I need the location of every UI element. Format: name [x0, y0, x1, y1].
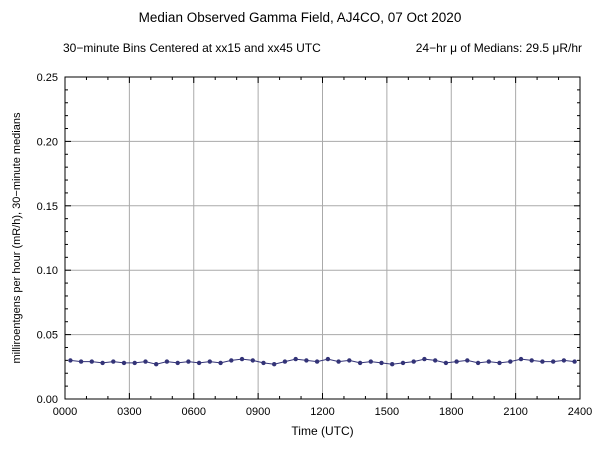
data-point	[529, 358, 534, 363]
data-point	[486, 359, 491, 364]
y-tick-label: 0.10	[37, 265, 58, 277]
data-point	[368, 359, 373, 364]
subtitle-mean: 24−hr μ of Medians: 29.5 μR/hr	[415, 41, 582, 55]
data-point	[218, 360, 223, 366]
data-point	[561, 358, 567, 363]
y-tick-label: 0.00	[37, 394, 58, 406]
data-point	[154, 362, 159, 367]
data-point	[100, 360, 105, 366]
data-point	[272, 362, 277, 367]
data-point	[572, 359, 577, 364]
data-point	[540, 359, 545, 364]
data-point	[433, 358, 438, 363]
data-point	[143, 359, 148, 364]
x-tick-label: 0900	[246, 406, 270, 418]
data-point	[422, 356, 427, 362]
data-point	[132, 360, 137, 366]
data-point	[379, 360, 384, 366]
data-point	[400, 360, 406, 366]
chart-title: Median Observed Gamma Field, AJ4CO, 07 O…	[138, 10, 462, 25]
data-point	[551, 359, 556, 364]
data-point	[78, 359, 84, 364]
y-tick-label: 0.15	[37, 201, 58, 213]
data-point	[89, 359, 95, 364]
y-tick-label: 0.25	[37, 72, 58, 84]
x-tick-label: 0300	[117, 406, 141, 418]
data-point	[304, 358, 309, 363]
data-point	[508, 359, 513, 364]
data-point	[207, 359, 212, 364]
data-point	[282, 359, 288, 364]
y-tick-label: 0.20	[37, 136, 58, 148]
data-point	[250, 358, 255, 363]
y-tick-label: 0.05	[37, 330, 58, 342]
data-point	[175, 360, 180, 366]
data-point	[196, 360, 202, 366]
data-point	[347, 358, 352, 363]
data-point	[229, 358, 234, 363]
data-point	[186, 359, 191, 364]
data-point	[121, 360, 127, 366]
data-point	[164, 359, 170, 364]
data-point	[357, 360, 363, 366]
x-tick-label: 0600	[182, 406, 206, 418]
data-point	[497, 360, 502, 366]
data-point	[443, 360, 449, 366]
data-point	[411, 359, 416, 364]
data-point	[454, 359, 459, 364]
x-tick-label: 2400	[568, 406, 592, 418]
data-point	[518, 356, 524, 362]
data-point	[465, 358, 470, 363]
data-point	[68, 358, 73, 363]
data-point	[261, 360, 266, 366]
data-point	[111, 359, 116, 364]
chart-subtitle: 30−minute Bins Centered at xx15 and xx45…	[63, 41, 582, 55]
data-point	[239, 356, 245, 362]
data-point	[336, 359, 341, 364]
x-tick-label: 0000	[53, 406, 77, 418]
x-tick-label: 1500	[375, 406, 399, 418]
x-tick-label: 1200	[310, 406, 334, 418]
x-tick-label: 2100	[503, 406, 527, 418]
x-axis-label: Time (UTC)	[291, 424, 354, 438]
data-point	[390, 362, 395, 367]
data-point	[293, 356, 298, 362]
data-point	[475, 360, 481, 366]
x-tick-label: 1800	[439, 406, 463, 418]
data-point	[325, 356, 331, 362]
subtitle-bins: 30−minute Bins Centered at xx15 and xx45…	[63, 41, 321, 55]
data-point	[314, 359, 320, 364]
